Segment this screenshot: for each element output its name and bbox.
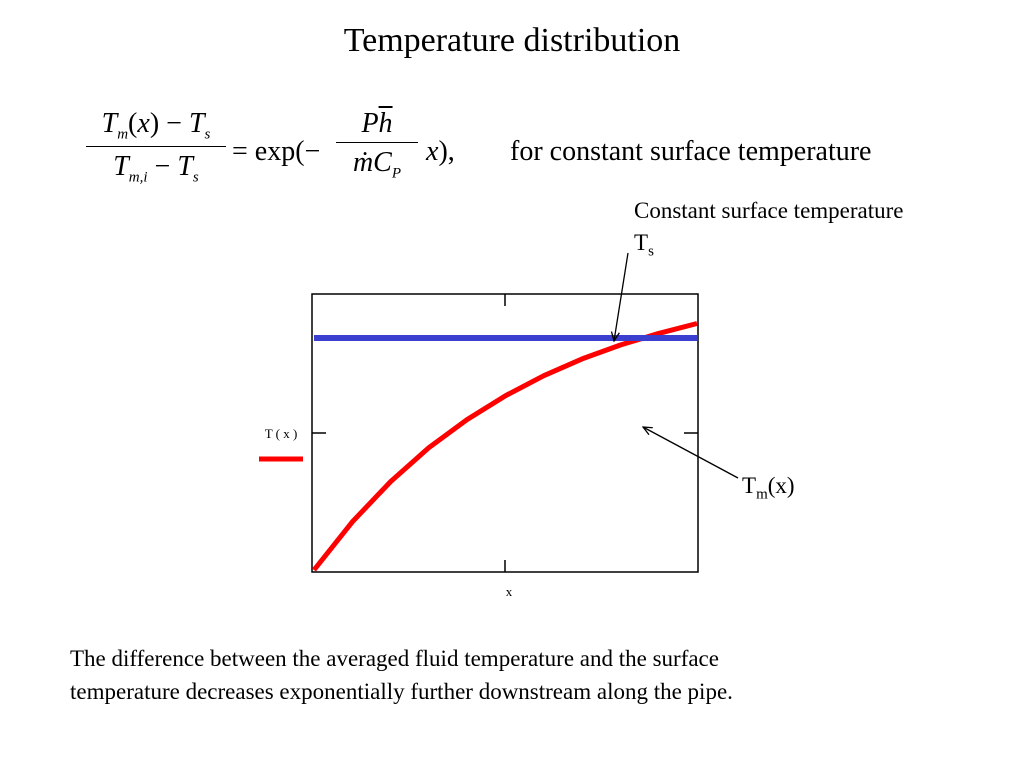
- lhs-denominator: Tm,i − Ts: [113, 150, 199, 186]
- caption-line-2: temperature decreases exponentially furt…: [70, 679, 733, 704]
- caption-line-1: The difference between the averaged flui…: [70, 646, 719, 671]
- surface-temperature-label: Constant surface temperature: [634, 198, 904, 223]
- rhs-fraction: Ph ṁCP: [336, 108, 418, 183]
- series-line-tm: [312, 321, 698, 572]
- equation-condition: for constant surface temperature: [510, 136, 872, 167]
- mean-temperature-symbol: Tm(x): [742, 473, 795, 503]
- x-axis-label: x: [506, 584, 513, 599]
- surface-temperature-symbol: Ts: [634, 230, 654, 260]
- page-title: Temperature distribution: [343, 22, 681, 59]
- arrow-to-mean-curve: [643, 427, 739, 479]
- equation: Tm(x) − Ts Tm,i − Ts = exp(− Ph ṁCP x), …: [86, 108, 986, 208]
- rhs-fraction-bar: [336, 142, 418, 143]
- rhs-denominator: ṁCP: [352, 147, 402, 182]
- rhs-numerator: Ph: [361, 108, 393, 139]
- caption: The difference between the averaged flui…: [70, 642, 970, 708]
- rhs-suffix: x),: [426, 136, 455, 167]
- lhs-fraction: Tm(x) − Ts Tm,i − Ts: [86, 108, 226, 186]
- lhs-numerator: Tm(x) − Ts: [101, 108, 211, 143]
- y-axis-label: T ( x ): [265, 426, 298, 441]
- lhs-fraction-bar: [86, 145, 226, 147]
- arrow-to-surface-line: [614, 252, 629, 341]
- equals-exp: = exp(−: [232, 136, 321, 167]
